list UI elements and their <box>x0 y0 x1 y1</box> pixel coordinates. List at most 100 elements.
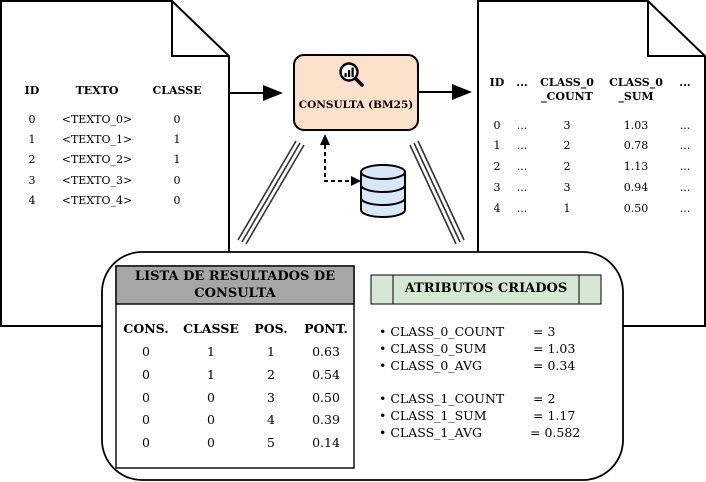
output-cell-count: 3 <box>563 181 571 194</box>
output-header-class0-sum: CLASS_0 _SUM <box>609 76 663 103</box>
output-cell-ellipsis-2: ... <box>679 119 691 132</box>
output-cell-ellipsis-2: ... <box>679 202 691 215</box>
results-header-pont: PONT. <box>304 321 348 336</box>
zoom-lines-right <box>409 140 465 245</box>
results-cell-cons: 0 <box>142 367 150 382</box>
input-cell-classe: 0 <box>173 174 181 187</box>
attribute-name: • CLASS_0_SUM <box>379 341 487 356</box>
attribute-value: = 0.582 <box>530 425 581 440</box>
results-header-classe: CLASSE <box>183 321 239 336</box>
input-cell-id: 0 <box>28 113 36 126</box>
results-cell-classe: 1 <box>207 344 215 359</box>
output-document-fold <box>647 1 705 57</box>
results-cell-pont: 0.63 <box>312 344 340 359</box>
database-icon <box>360 164 406 218</box>
results-cell-pont: 0.39 <box>312 412 340 427</box>
attributes-title: ATRIBUTOS CRIADOS <box>404 281 568 296</box>
input-cell-texto: <TEXTO_2> <box>61 153 133 166</box>
attribute-name: • CLASS_1_SUM <box>379 408 487 423</box>
results-cell-pos: 2 <box>267 367 275 382</box>
output-cell-count: 1 <box>563 202 571 215</box>
input-cell-classe: 1 <box>173 153 181 166</box>
results-title: LISTA DE RESULTADOS DE CONSULTA <box>134 269 336 301</box>
attribute-value: = 0.34 <box>533 358 576 373</box>
output-cell-sum: 1.13 <box>623 160 649 173</box>
input-cell-classe: 0 <box>173 194 181 207</box>
results-cell-pont: 0.54 <box>312 367 340 382</box>
output-cell-ellipsis-2: ... <box>679 139 691 152</box>
input-cell-id: 4 <box>28 194 36 207</box>
attribute-value: = 1.17 <box>533 408 576 423</box>
output-cell-ellipsis: ... <box>516 202 528 215</box>
output-cell-sum: 1.03 <box>623 119 649 132</box>
attribute-value: = 2 <box>533 391 556 406</box>
output-cell-id: 2 <box>493 160 501 173</box>
output-cell-ellipsis: ... <box>516 139 528 152</box>
attribute-name: • CLASS_1_AVG <box>379 425 483 440</box>
output-cell-id: 0 <box>493 119 501 132</box>
output-cell-count: 3 <box>563 119 571 132</box>
results-cell-cons: 0 <box>142 390 150 405</box>
input-cell-id: 2 <box>28 153 36 166</box>
results-cell-classe: 0 <box>207 412 215 427</box>
attribute-name: • CLASS_0_COUNT <box>379 324 505 339</box>
output-header-class0-count: CLASS_0 _COUNT <box>540 76 594 103</box>
results-cell-pos: 1 <box>267 344 275 359</box>
results-cell-classe: 0 <box>207 435 215 450</box>
input-document-fold <box>171 1 229 57</box>
results-cell-cons: 0 <box>142 344 150 359</box>
input-cell-id: 3 <box>28 174 36 187</box>
input-header-classe: CLASSE <box>152 84 202 97</box>
zoom-lines-left <box>237 140 305 245</box>
results-header-pos: POS. <box>254 321 288 336</box>
results-cell-pos: 4 <box>267 412 275 427</box>
results-cell-pos: 5 <box>267 435 275 450</box>
output-cell-ellipsis-2: ... <box>679 181 691 194</box>
dashed-db-connector <box>324 138 352 182</box>
results-cell-cons: 0 <box>142 412 150 427</box>
results-cell-cons: 0 <box>142 435 150 450</box>
results-cell-classe: 1 <box>207 367 215 382</box>
attribute-value: = 3 <box>533 324 556 339</box>
input-cell-texto: <TEXTO_3> <box>61 174 133 187</box>
input-document-shape <box>0 0 230 327</box>
results-cell-pont: 0.50 <box>312 390 340 405</box>
results-cell-pos: 3 <box>267 390 275 405</box>
query-box <box>293 54 419 131</box>
input-header-texto: TEXTO <box>75 84 119 97</box>
output-cell-ellipsis-2: ... <box>679 160 691 173</box>
search-chart-icon <box>339 62 364 87</box>
attribute-name: • CLASS_1_COUNT <box>379 391 505 406</box>
input-cell-id: 1 <box>28 133 36 146</box>
results-cell-classe: 0 <box>207 390 215 405</box>
output-cell-sum: 0.78 <box>623 139 649 152</box>
attribute-name: • CLASS_0_AVG <box>379 358 483 373</box>
input-cell-classe: 1 <box>173 133 181 146</box>
output-cell-sum: 0.94 <box>623 181 649 194</box>
output-cell-ellipsis: ... <box>516 160 528 173</box>
results-list-title-bar <box>115 265 355 305</box>
results-cell-pont: 0.14 <box>312 435 340 450</box>
dashed-arrow-up <box>320 134 330 145</box>
output-cell-sum: 0.50 <box>623 202 649 215</box>
input-cell-texto: <TEXTO_0> <box>61 113 133 126</box>
output-cell-count: 2 <box>563 160 571 173</box>
attribute-value: = 1.03 <box>533 341 576 356</box>
output-header-ellipsis-2: ... <box>679 76 691 89</box>
output-header-ellipsis: ... <box>516 76 528 89</box>
output-cell-id: 3 <box>493 181 501 194</box>
input-cell-texto: <TEXTO_1> <box>61 133 133 146</box>
dashed-arrow-right <box>351 176 361 186</box>
attributes-title-bar <box>370 274 602 305</box>
input-cell-classe: 0 <box>173 113 181 126</box>
output-cell-id: 4 <box>493 202 501 215</box>
output-cell-ellipsis: ... <box>516 181 528 194</box>
output-cell-id: 1 <box>493 139 501 152</box>
results-header-cons: CONS. <box>123 321 169 336</box>
output-cell-ellipsis: ... <box>516 119 528 132</box>
input-cell-texto: <TEXTO_4> <box>61 194 133 207</box>
output-header-id: ID <box>489 76 505 89</box>
input-header-id: ID <box>24 84 40 97</box>
query-label: CONSULTA (BM25) <box>298 99 414 111</box>
